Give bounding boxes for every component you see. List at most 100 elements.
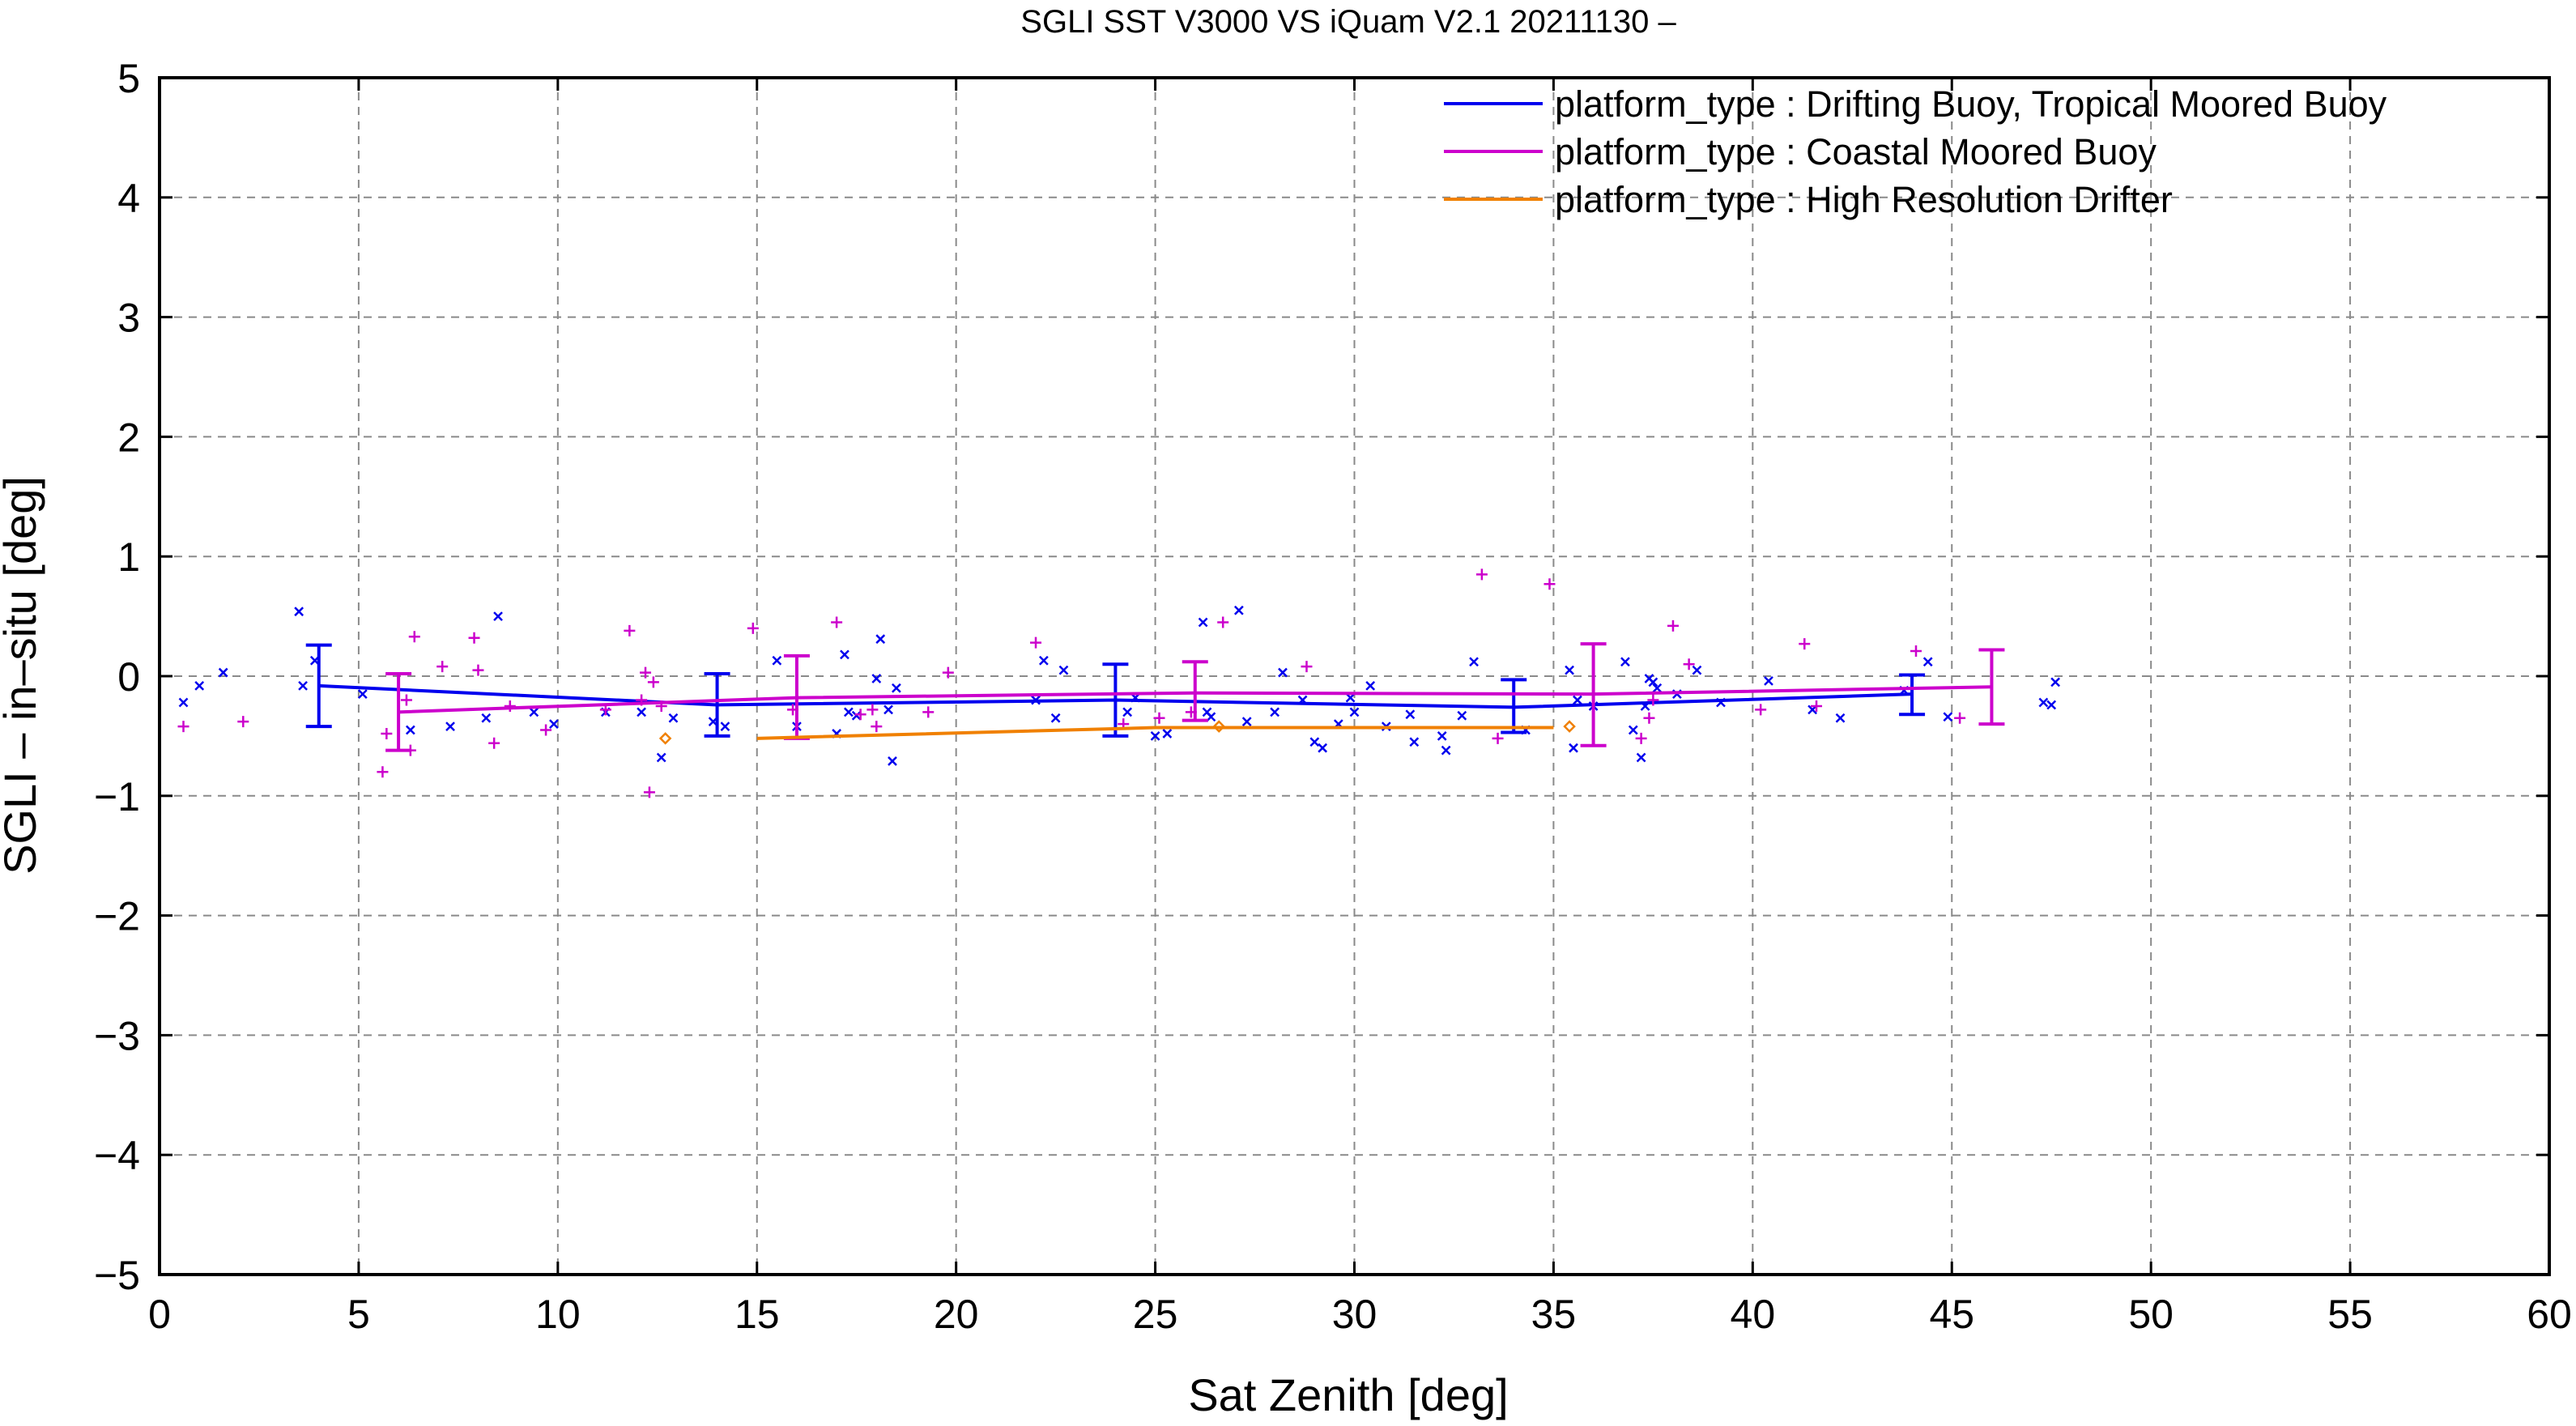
y-tick-label: 4 — [117, 176, 140, 221]
data-point — [1954, 712, 1966, 724]
data-point — [1692, 665, 1702, 675]
data-point — [1643, 712, 1655, 724]
series-1 — [178, 605, 2061, 766]
data-point — [1635, 732, 1647, 744]
plot-frame — [158, 76, 2551, 1276]
data-point — [647, 676, 659, 688]
y-tick-label: 2 — [117, 415, 140, 460]
x-tick-label: 30 — [1332, 1292, 1377, 1337]
data-point — [1038, 655, 1049, 666]
data-point — [1217, 616, 1229, 628]
x-axis-title: Sat Zenith [deg] — [1188, 1369, 1508, 1420]
data-point — [668, 713, 679, 723]
data-point — [831, 616, 843, 628]
x-tick-label: 55 — [2327, 1292, 2373, 1337]
data-point — [1409, 737, 1420, 747]
data-point — [772, 655, 782, 666]
error-bar — [305, 643, 332, 729]
data-point — [1469, 657, 1479, 667]
data-point — [408, 631, 420, 643]
data-point — [656, 752, 666, 763]
data-point — [942, 666, 954, 679]
data-layer — [177, 568, 2061, 798]
data-point — [481, 713, 492, 723]
data-point — [400, 694, 412, 706]
data-point — [1922, 657, 1933, 667]
series-3 — [658, 720, 1576, 745]
data-point — [892, 683, 901, 693]
data-point — [1457, 710, 1467, 721]
data-point — [298, 680, 308, 691]
data-point — [747, 622, 759, 634]
x-tick-label: 10 — [535, 1292, 581, 1337]
data-point — [1030, 636, 1042, 649]
data-point — [884, 704, 893, 715]
data-point — [1122, 707, 1133, 717]
error-bar — [1501, 678, 1527, 734]
data-point — [1270, 707, 1280, 717]
data-point — [866, 704, 879, 716]
data-point — [1910, 645, 1922, 657]
y-tick-label: 5 — [117, 56, 140, 101]
x-tick-label: 25 — [1133, 1292, 1178, 1337]
data-point — [1475, 568, 1488, 581]
data-point — [658, 732, 672, 745]
data-point — [488, 737, 500, 749]
y-tick-label: 0 — [117, 654, 140, 700]
x-tick-label: 0 — [148, 1292, 171, 1337]
data-point — [2046, 700, 2057, 710]
error-bar — [1182, 660, 1208, 722]
data-point — [2038, 697, 2049, 708]
data-point — [854, 709, 866, 721]
data-point — [1492, 732, 1504, 744]
data-point — [1628, 725, 1638, 735]
data-point — [1943, 712, 1953, 722]
y-tick-label: 3 — [117, 296, 140, 341]
data-point — [1058, 665, 1069, 675]
data-point — [871, 721, 883, 733]
data-point — [1647, 694, 1659, 706]
data-point — [1620, 657, 1630, 667]
y-axis-title: SGLI – in–situ [deg] — [0, 476, 45, 875]
x-tick-label: 40 — [1731, 1292, 1776, 1337]
y-tick-label: 1 — [117, 534, 140, 580]
data-point — [922, 706, 935, 718]
x-tick-label: 20 — [934, 1292, 979, 1337]
data-point — [177, 721, 189, 733]
y-tick-label: −2 — [94, 894, 140, 939]
data-point — [1835, 713, 1846, 723]
data-point — [436, 661, 449, 673]
data-point — [1569, 743, 1578, 753]
data-point — [1206, 712, 1216, 722]
data-point — [1573, 695, 1582, 705]
data-point — [1799, 638, 1811, 650]
data-point — [405, 725, 415, 735]
data-point — [851, 710, 862, 721]
data-point — [504, 700, 516, 712]
data-point — [1764, 676, 1773, 686]
data-point — [1318, 743, 1328, 753]
data-point — [1683, 658, 1695, 670]
legend-label: platform_type : High Resolution Drifter — [1555, 179, 2173, 220]
data-point — [1198, 617, 1208, 628]
x-tick-label: 15 — [734, 1292, 780, 1337]
error-bar — [1580, 642, 1607, 747]
data-point — [1755, 704, 1767, 716]
data-point — [720, 722, 730, 731]
data-point — [624, 624, 636, 636]
data-point — [840, 649, 849, 660]
data-point — [1652, 683, 1663, 693]
error-bar — [1978, 648, 2005, 726]
x-tick-label: 35 — [1531, 1292, 1577, 1337]
data-point — [1563, 720, 1576, 733]
data-point — [875, 634, 886, 645]
legend-label: platform_type : Coastal Moored Buoy — [1555, 131, 2157, 172]
data-point — [1667, 619, 1679, 632]
data-point — [1636, 752, 1646, 763]
data-point — [871, 674, 882, 683]
data-point — [529, 707, 539, 717]
data-point — [1241, 717, 1252, 727]
